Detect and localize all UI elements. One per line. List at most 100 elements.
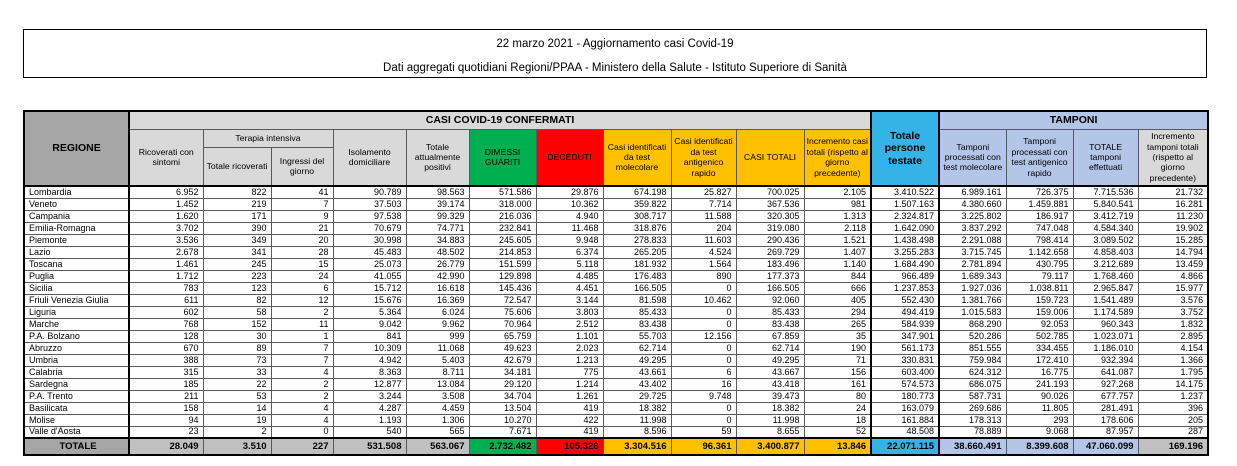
value-cell: 72.547 [468,293,537,307]
total-value-cell: 96.361 [670,437,737,456]
value-cell: 4.866 [1137,269,1209,283]
value-cell: 674.198 [602,185,672,199]
value-cell: 90.026 [1005,389,1074,403]
value-cell: 11 [270,317,334,331]
value-cell: 3.752 [1137,305,1209,319]
region-name: P.A. Trento [23,389,130,403]
value-cell: 265 [803,317,872,331]
value-cell: 4.584.340 [1072,221,1139,235]
value-cell: 26.779 [405,257,470,271]
value-cell: 42.990 [405,269,470,283]
region-name: Marche [23,317,130,331]
value-cell: 2.291.088 [938,233,1007,247]
table-row: P.A. Trento 211 53 2 3.244 3.508 34.704 1.261 29… [23,389,1209,403]
value-cell: 1.461 [128,257,204,271]
table-row: Sardegna 185 22 2 12.877 13.084 29.120 1.214 43.… [23,377,1209,391]
table-row: Campania 1.620 171 9 97.538 99.329 216.036 4.94… [23,209,1209,223]
value-cell: 128 [128,329,204,343]
table-row: P.A. Bolzano 128 30 1 841 999 65.759 1.101 55.70… [23,329,1209,343]
value-cell: 15 [270,257,334,271]
value-cell: 15.712 [332,281,407,295]
value-cell: 281.491 [1072,401,1139,415]
table-row: Veneto 1.452 219 7 37.503 39.174 318.000 10.362… [23,197,1209,211]
value-cell: 1.507.163 [870,197,941,211]
header-casi-totali: CASI TOTALI [735,128,805,187]
value-cell: 4.459 [405,401,470,415]
region-name: Emilia-Romagna [23,221,130,235]
header-incremento-casi-totali: Incremento casi totali (rispetto al gior… [803,128,872,187]
region-name: Valle d'Aosta [23,425,130,439]
value-cell: 39.174 [405,197,470,211]
value-cell: 158 [128,401,204,415]
value-cell: 75.606 [468,305,537,319]
value-cell: 2 [270,389,334,403]
value-cell: 747.048 [1005,221,1074,235]
table-row: Friuli Venezia Giulia 611 82 12 15.676 16.369… [23,293,1209,307]
value-cell: 502.785 [1005,329,1074,343]
table-row: Marche 768 152 11 9.042 9.962 70.964 2.512 83.43… [23,317,1209,331]
value-cell: 603.400 [870,365,941,379]
value-cell: 18.382 [602,401,672,415]
value-cell: 1.795 [1137,365,1209,379]
table-row: Lombardia 6.952 822 41 90.789 98.563 571.586 29… [23,185,1209,199]
value-cell: 0 [670,305,737,319]
value-cell: 97.538 [332,209,407,223]
value-cell: 0 [670,281,737,295]
value-cell: 53 [202,389,272,403]
value-cell: 5.403 [405,353,470,367]
value-cell: 83.438 [602,317,672,331]
value-cell: 1.237.853 [870,281,941,295]
header-isolamento-domiciliare: Isolamento domiciliare [332,128,407,187]
region-name: Liguria [23,305,130,319]
value-cell: 405 [803,293,872,307]
value-cell: 11.805 [1005,401,1074,415]
value-cell: 186.917 [1005,209,1074,223]
total-row: TOTALE 28.049 3.510 227 531.508 563.067 … [23,437,1209,456]
value-cell: 0 [670,317,737,331]
header-casi-test-molecolare: Casi identificati da test molecolare [602,128,672,187]
value-cell: 932.394 [1072,353,1139,367]
value-cell: 7.714 [670,197,737,211]
value-cell: 9.042 [332,317,407,331]
value-cell: 55.703 [602,329,672,343]
value-cell: 677.757 [1072,389,1139,403]
value-cell: 422 [535,413,604,427]
value-cell: 5.364 [332,305,407,319]
header-deceduti: DECEDUTI [535,128,604,187]
value-cell: 841 [332,329,407,343]
value-cell: 9.748 [670,389,737,403]
value-cell: 7.671 [468,425,537,439]
value-cell: 278.833 [602,233,672,247]
total-value-cell: 13.846 [803,437,872,456]
value-cell: 14 [202,401,272,415]
value-cell: 587.731 [938,389,1007,403]
value-cell: 58 [202,305,272,319]
value-cell: 4.380.660 [938,197,1007,211]
value-cell: 78.889 [938,425,1007,439]
value-cell: 844 [803,269,872,283]
value-cell: 49.295 [602,353,672,367]
value-cell: 21.732 [1137,185,1209,199]
value-cell: 67.859 [735,329,805,343]
value-cell: 6.952 [128,185,204,199]
value-cell: 23 [128,425,204,439]
value-cell: 1.366 [1137,353,1209,367]
value-cell: 2.965.847 [1072,281,1139,295]
region-name: Lombardia [23,185,130,199]
total-value-cell: 105.328 [535,437,604,456]
value-cell: 10.270 [468,413,537,427]
value-cell: 129.898 [468,269,537,283]
value-cell: 49.623 [468,341,537,355]
value-cell: 42.679 [468,353,537,367]
value-cell: 269.686 [938,401,1007,415]
value-cell: 71 [803,353,872,367]
value-cell: 1.174.589 [1072,305,1139,319]
header-totale-attualmente-positivi: Totale attualmente positivi [405,128,470,187]
value-cell: 388 [128,353,204,367]
value-cell: 178.313 [938,413,1007,427]
value-cell: 1.023.071 [1072,329,1139,343]
value-cell: 11.998 [602,413,672,427]
value-cell: 73 [202,353,272,367]
value-cell: 166.505 [735,281,805,295]
value-cell: 1.193 [332,413,407,427]
